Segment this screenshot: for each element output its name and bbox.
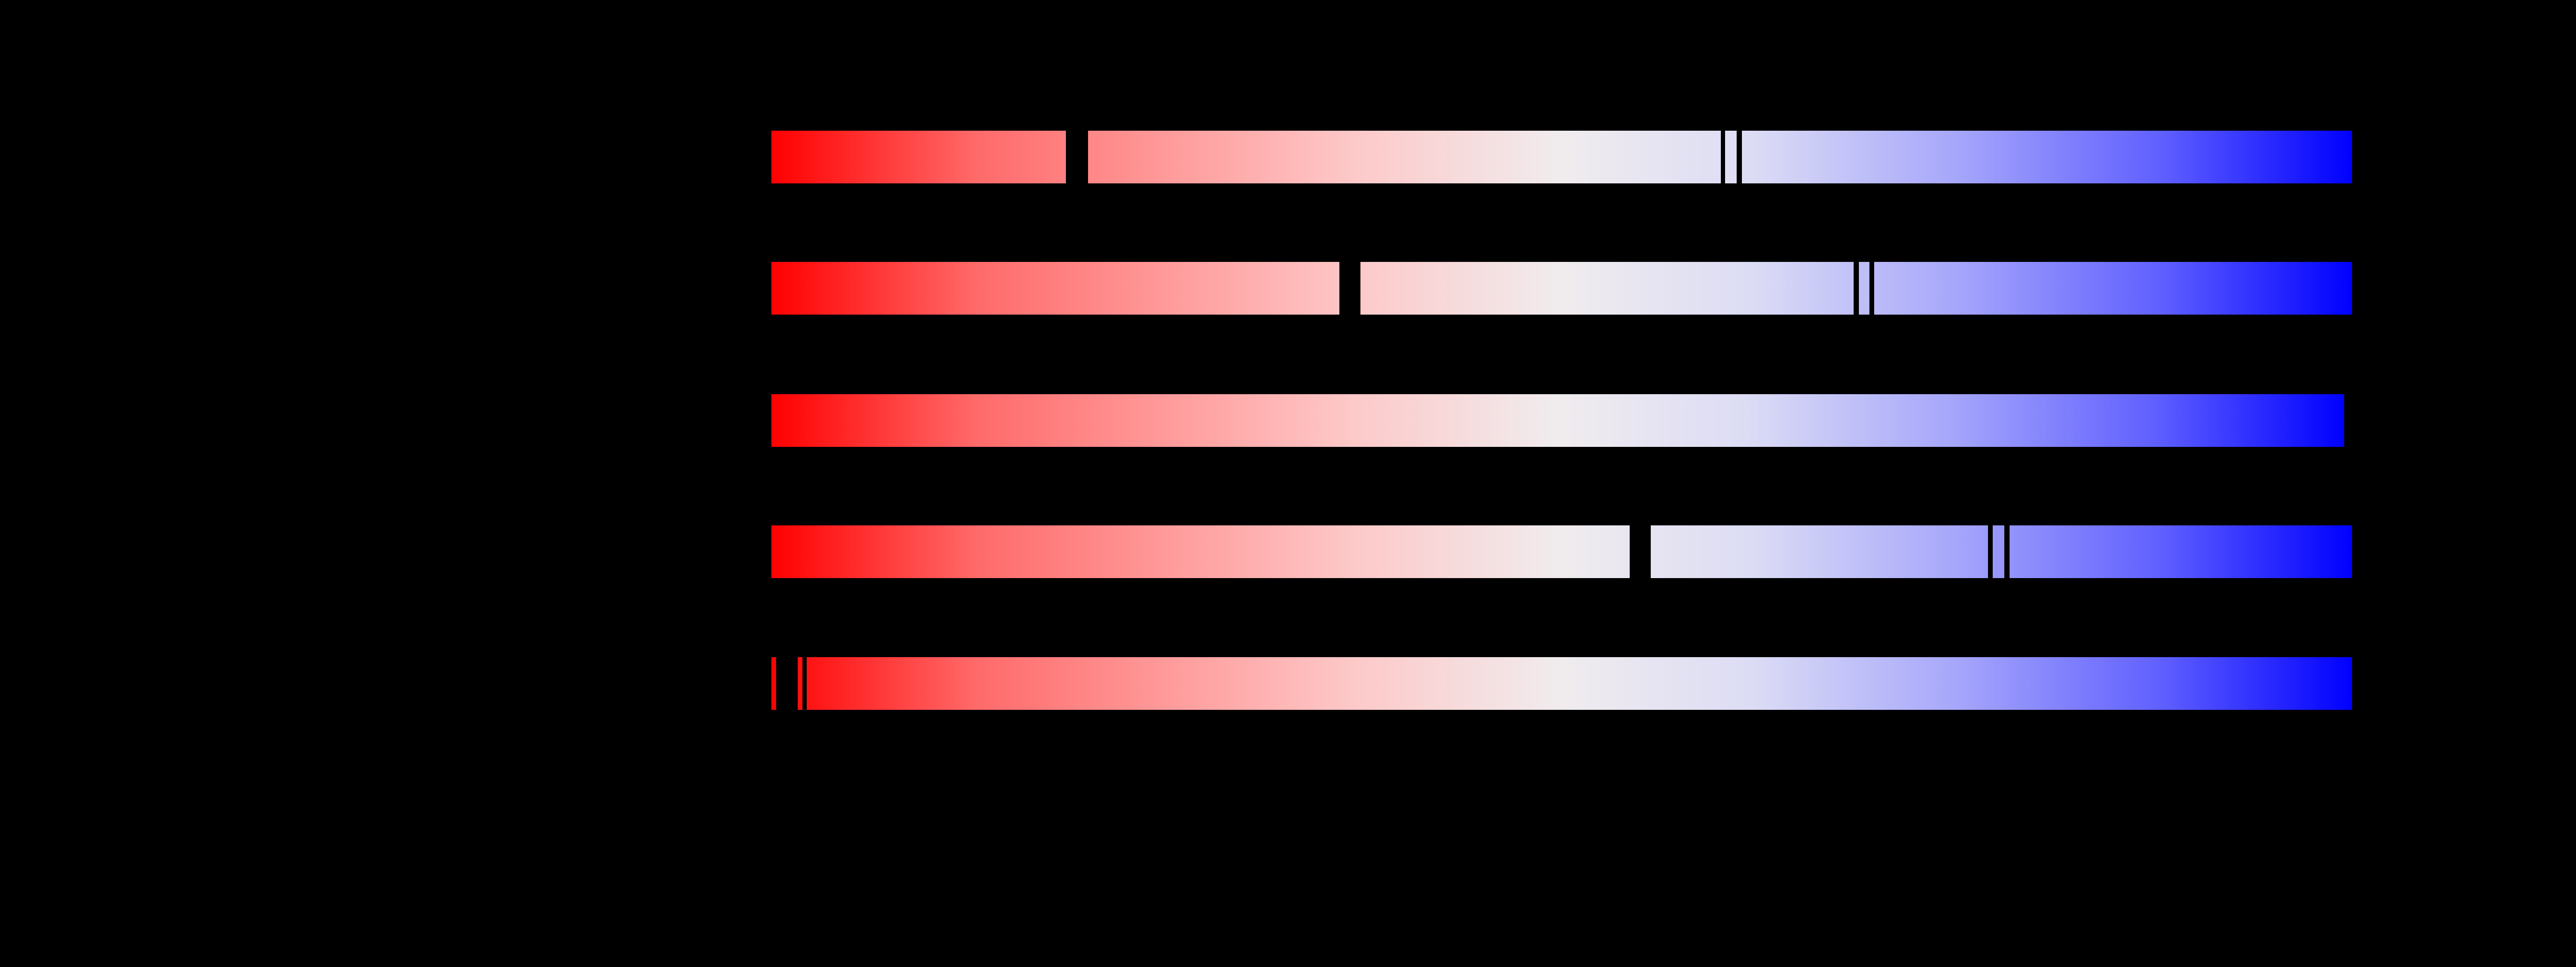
marker-line-thick — [776, 657, 798, 710]
gradient-bar-row-1 — [771, 131, 2352, 183]
gradient-bar-row-3 — [771, 394, 2344, 447]
marker-line-thin — [2004, 525, 2010, 578]
marker-line-thick — [1339, 262, 1360, 315]
gradient-bar-row-4 — [771, 525, 2352, 578]
marker-line-thin — [1721, 131, 1725, 183]
gradient-bar-row-5 — [771, 657, 2352, 710]
marker-line-thin — [802, 657, 807, 710]
marker-line-thin — [1988, 525, 1993, 578]
marker-line-thick — [1066, 131, 1088, 183]
gradient-bar-row-2 — [771, 262, 2352, 315]
marker-line-thin — [1737, 131, 1742, 183]
marker-line-thin — [1854, 262, 1859, 315]
marker-line-thick — [1630, 525, 1651, 578]
marker-line-thin — [1869, 262, 1874, 315]
